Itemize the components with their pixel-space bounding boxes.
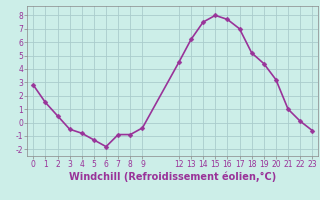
X-axis label: Windchill (Refroidissement éolien,°C): Windchill (Refroidissement éolien,°C) <box>69 172 276 182</box>
